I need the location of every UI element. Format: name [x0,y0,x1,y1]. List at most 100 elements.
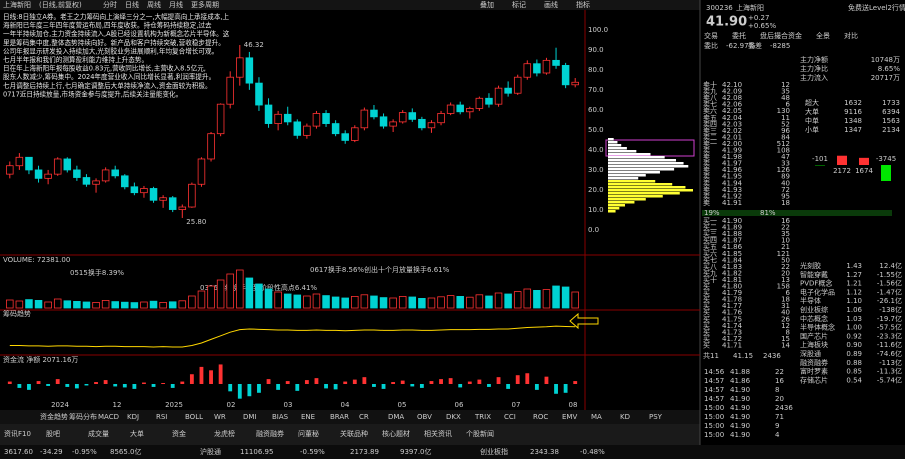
indicator-tab[interactable]: 筹码分布 [69,412,97,421]
flow-bar [515,375,520,384]
indicator-tab[interactable]: MACD [98,413,119,421]
bottom-tab[interactable]: 融资融券 [256,429,284,438]
candle-body [542,59,551,74]
bottom-tab[interactable]: 股吧 [46,430,60,438]
book-level: 卖三 [703,127,717,135]
sector-cell[interactable]: 电子化学品 [800,287,835,296]
fund-bar-label: -3745 [876,155,896,163]
book-tab[interactable]: 交易 [704,31,718,40]
indicator-tab[interactable]: OBV [417,413,432,421]
book-price: 42.00 [722,140,742,148]
bottom-tab[interactable]: 龙虎榜 [214,429,235,438]
tab[interactable]: 月线 [169,0,183,9]
bottom-tab[interactable]: 大单 [130,429,144,438]
book-price: 41.78 [722,296,742,304]
book-volume: 8 [786,328,790,336]
book-price: 41.79 [722,289,742,297]
indicator-tab[interactable]: BIAS [272,413,289,421]
tab[interactable]: 更多周期 [191,0,219,9]
book-tab[interactable]: 全景 [816,31,830,40]
flow-bar [458,384,463,388]
indicator-tab[interactable]: KD [620,413,630,421]
tool-button[interactable]: 标记 [512,0,526,9]
book-price: 41.99 [722,147,742,155]
indicator-tab[interactable]: EMV [562,413,577,421]
overlay-text: 里是筹码集中度,整体态势持续向好。新产品和客户持续突破,营收稳步提升。 [3,38,225,47]
bottom-tab[interactable]: 关联品种 [340,429,368,438]
sector-cell[interactable]: 深股通 [800,349,821,358]
overlay-text: 七月调整后持续上行,七月确定调整后大单持续净流入,资金面较为积极。 [3,81,212,90]
volume-bar [168,301,177,309]
tool-button[interactable]: 指标 [576,0,590,9]
sector-cell: 1.06 [846,306,862,314]
sector-cell[interactable]: 国产芯片 [800,331,828,340]
sector-cell[interactable]: 存储芯片 [800,375,828,384]
indicator-bar [0,410,700,424]
indicator-tab[interactable]: BRAR [330,413,349,421]
book-level: 买 [703,309,710,317]
indicator-tab[interactable]: CCI [504,413,516,421]
bottom-tab[interactable]: 问董秘 [298,429,319,438]
tool-button[interactable]: 叠加 [480,0,494,9]
indicator-tab[interactable]: 资金趋势 [40,412,68,421]
indicator-tab[interactable]: PSY [649,413,663,421]
sector-cell[interactable]: 创业板综 [800,305,828,314]
bottom-tab[interactable]: 资讯F10 [4,429,31,438]
book-tab[interactable]: 盘后撮合 [760,31,788,40]
indicator-tab[interactable]: BOLL [185,413,203,421]
bottom-tab[interactable]: 资金 [172,429,186,438]
volume-bar [101,299,110,309]
indicator-tab[interactable]: CR [359,413,369,421]
axis-label: 60.0 [588,106,604,114]
candle-body [140,188,148,194]
volume-bar [389,297,397,309]
bottom-tab[interactable]: 核心题材 [382,429,410,438]
sector-cell[interactable]: 智能穿戴 [800,270,828,279]
indicator-tab[interactable]: MA [591,413,602,421]
flow-bar [55,379,60,384]
volume-bar [360,294,369,309]
indicator-tab[interactable]: ROC [533,413,548,421]
candle-body [322,113,330,124]
sector-cell[interactable]: PVDF概念 [800,279,832,288]
sector-cell[interactable]: 融资融券 [800,358,828,367]
sector-cell[interactable]: 半导体概念 [800,323,835,332]
indicator-tab[interactable]: DKX [446,413,461,421]
sector-cell[interactable]: 中芯概念 [800,314,828,323]
overlay-text: 七月半年报和我们的测算盈利能力维持上升态势。 [3,55,148,64]
indicator-tab[interactable]: RSI [156,413,167,421]
indicator-tab[interactable]: ENE [301,413,315,421]
flow-bar [439,379,443,384]
candle-body [255,82,263,106]
indicator-tab[interactable]: KDJ [127,413,139,421]
bottom-tab[interactable]: 个股新闻 [466,429,494,438]
indicator-tab[interactable]: DMI [243,413,257,421]
tab[interactable]: 周线 [147,0,161,9]
indicator-tab[interactable]: DMA [388,413,404,421]
tab[interactable]: 日线 [125,0,139,9]
flow-bar [266,379,271,384]
tool-button[interactable]: 画线 [544,0,558,9]
indicator-tab[interactable]: WR [214,413,226,421]
indicator-tab[interactable]: TRIX [474,413,491,421]
flow-bar [247,384,252,397]
promo-link[interactable]: 免费送Level2行情 [848,3,905,12]
book-tab[interactable]: 资金 [788,31,802,40]
x-label: 2024 [51,401,69,409]
sector-cell[interactable]: 半导体 [800,296,821,305]
bottom-tab[interactable]: 相关资讯 [424,429,452,438]
tab[interactable]: 分时 [103,0,117,9]
tick-cell: 15:00 [704,404,724,412]
flow-bar [228,384,233,392]
bottom-tab[interactable]: 成交量 [88,429,109,438]
axis-label: 80.0 [588,66,604,74]
chip-bar [608,144,622,147]
book-tab[interactable]: 委托 [732,31,746,40]
sector-cell[interactable]: 富时罗素 [800,367,828,376]
sector-cell[interactable]: 光刻胶 [800,261,821,270]
sector-cell[interactable]: 上海板块 [800,340,828,349]
min-annotation: 25.80 [186,218,206,226]
sector-cell: 1.00 [846,324,862,332]
volume-bar [149,300,158,309]
book-tab[interactable]: 对比 [844,31,858,40]
